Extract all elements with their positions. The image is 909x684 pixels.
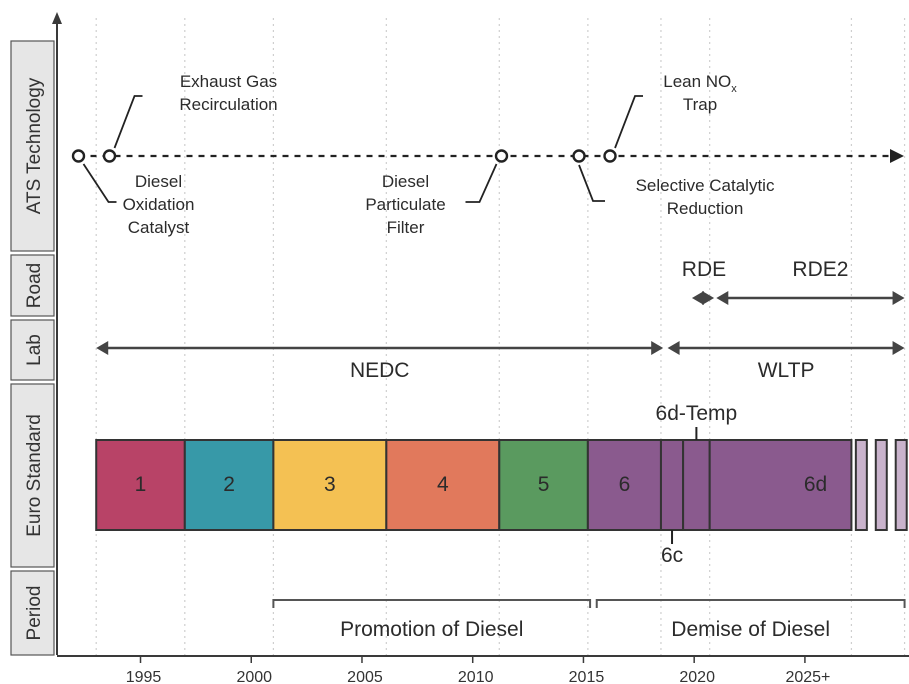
ats-label: Particulate (365, 195, 445, 214)
road-span-head-left (691, 291, 704, 305)
road-span-label: RDE (682, 258, 726, 281)
euro-stage-label: 6d (804, 473, 827, 496)
euro-future-bar (874, 439, 888, 531)
euro-stage-label: 5 (538, 473, 550, 496)
euro-stage-bar (586, 439, 662, 531)
lab-span-head-right (651, 341, 664, 355)
lab-span-label: WLTP (758, 359, 815, 382)
road-span (716, 291, 905, 305)
ats-label: Filter (387, 218, 425, 237)
ats-callout: Diesel Oxidation Catalyst (82, 163, 195, 237)
ats-label-subscript: x (731, 83, 737, 95)
row-label-period: Period (24, 586, 45, 641)
lab-span-head-left (96, 341, 109, 355)
row-label-box-period (10, 570, 55, 656)
ats-arrowhead (890, 149, 904, 163)
row-label-box-ats (10, 40, 55, 252)
euro-future-bar (854, 439, 868, 531)
road-span-head-left (716, 291, 729, 305)
ats-node (603, 149, 617, 163)
x-tick-label: 2025+ (785, 669, 830, 684)
euro-stage-bar (659, 439, 685, 531)
ats-leader (465, 163, 498, 203)
period-label: Promotion of Diesel (340, 618, 523, 641)
ats-label: Diesel (382, 172, 429, 191)
row-label-lab: Lab (24, 334, 45, 366)
road-span-head-right (892, 291, 905, 305)
ats-leader (614, 95, 644, 149)
x-tick-label: 1995 (126, 669, 162, 684)
euro-sub-label-6c: 6c (661, 544, 683, 567)
period-label: Demise of Diesel (671, 618, 830, 641)
period-bracket (595, 599, 906, 608)
ats-node (71, 149, 86, 163)
row-label-box-road (10, 254, 55, 317)
euro-future-bar (894, 439, 908, 531)
x-tick-label: 2005 (347, 669, 383, 684)
euro-sub-label-6d-temp: 6d-Temp (656, 402, 738, 425)
lab-span (96, 341, 664, 355)
euro-stage-label: 6 (619, 473, 631, 496)
ats-leader (113, 95, 143, 149)
ats-leader (578, 164, 606, 202)
ats-label: Recirculation (179, 95, 277, 114)
road-span-head-right (702, 291, 715, 305)
ats-node (494, 149, 509, 163)
ats-label: Lean NOx (663, 72, 737, 95)
ats-label: Reduction (667, 199, 744, 218)
road-span (691, 291, 715, 305)
lab-span-label: NEDC (350, 359, 410, 382)
euro-stage-bar (385, 439, 501, 531)
x-tick-label: 2015 (569, 669, 605, 684)
euro-stage-bar (183, 439, 275, 531)
lab-span-head-left (667, 341, 680, 355)
euro-stage-label: 2 (223, 473, 235, 496)
ats-label: Selective Catalytic (636, 176, 775, 195)
lab-span (667, 341, 905, 355)
euro-stage-label: 4 (437, 473, 449, 496)
row-label-road: Road (24, 263, 45, 308)
euro-stage-bar (498, 439, 589, 531)
euro-stage-label: 1 (135, 473, 147, 496)
euro-stage-bar (708, 439, 853, 531)
row-label-box-euro (10, 383, 55, 568)
row-label-euro: Euro Standard (24, 414, 45, 537)
row-label-ats: ATS Technology (24, 77, 45, 214)
ats-label: Oxidation (123, 195, 195, 214)
ats-node (102, 149, 117, 163)
ats-callout: Diesel Particulate Filter (365, 163, 498, 237)
road-span-label: RDE2 (792, 258, 848, 281)
euro-stage-label: 3 (324, 473, 336, 496)
ats-callout: Exhaust Gas Recirculation (113, 72, 278, 149)
ats-leader (82, 163, 117, 203)
ats-label: Catalyst (128, 218, 190, 237)
ats-callout: Selective Catalytic Reduction (578, 164, 775, 218)
euro-stage-bar (95, 439, 186, 531)
x-tick-label: 2000 (236, 669, 272, 684)
euro-stage-bar (272, 439, 388, 531)
ats-label: Diesel (135, 172, 182, 191)
lab-span-head-right (892, 341, 905, 355)
ats-label: Exhaust Gas (180, 72, 277, 91)
row-label-box-lab (10, 319, 55, 381)
period-bracket (272, 599, 592, 608)
y-axis-arrowhead (52, 12, 62, 24)
x-tick-label: 2010 (458, 669, 494, 684)
ats-node (572, 149, 586, 163)
euro-stage-bar (682, 439, 711, 531)
x-tick-label: 2020 (679, 669, 715, 684)
ats-label: Trap (683, 95, 717, 114)
